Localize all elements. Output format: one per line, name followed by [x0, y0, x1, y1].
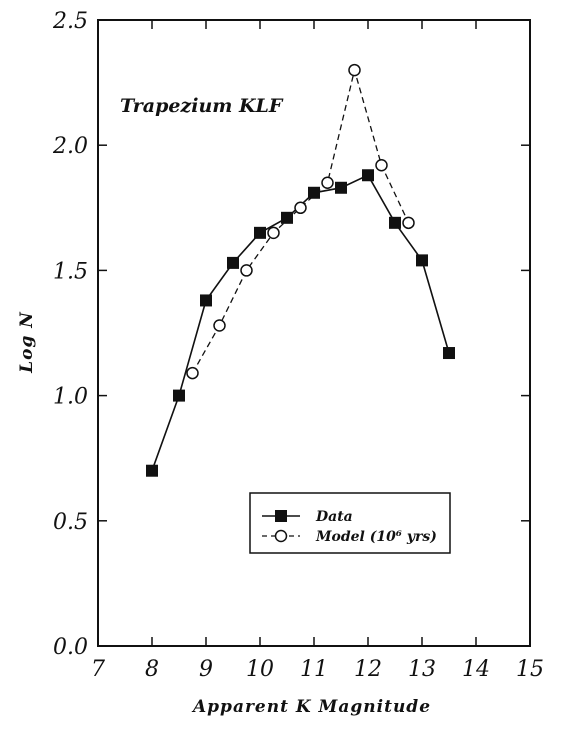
- data-point: [443, 347, 455, 360]
- y-axis-label: Log N: [17, 311, 37, 374]
- legend-data-label: Data: [315, 509, 353, 525]
- model-point: [294, 201, 307, 215]
- model-point: [213, 319, 226, 332]
- x-tick-label: 10: [246, 657, 274, 682]
- x-tick-label: 14: [462, 657, 490, 682]
- data-point: [416, 254, 428, 267]
- y-tick-label: 0.0: [53, 635, 88, 660]
- legend-model-marker: [274, 529, 288, 543]
- y-tick-label: 1.5: [53, 259, 88, 284]
- chart-title: Trapezium KLF: [120, 95, 284, 117]
- x-tick-label: 11: [300, 657, 328, 682]
- data-point: [335, 181, 347, 194]
- model-series-line: [191, 67, 410, 374]
- model-point: [240, 264, 253, 277]
- model-point: [321, 176, 334, 190]
- x-tick-label: 13: [408, 657, 436, 682]
- data-point: [146, 464, 158, 477]
- x-tick-label: 9: [199, 657, 213, 682]
- data-point: [362, 169, 374, 182]
- series-lines: [151, 67, 450, 471]
- data-point: [254, 226, 266, 239]
- x-tick-label: 7: [91, 657, 105, 682]
- data-point: [308, 186, 320, 199]
- data-point: [173, 389, 185, 402]
- x-axis-label: Apparent K Magnitude: [191, 697, 431, 717]
- model-point: [186, 366, 199, 380]
- x-tick-label: 15: [516, 657, 544, 682]
- series-markers: [146, 63, 455, 477]
- data-point: [200, 294, 212, 307]
- model-point: [375, 158, 388, 172]
- legend: Data Model (10⁶ yrs): [249, 492, 451, 554]
- data-point: [227, 256, 239, 269]
- ticks-layer: 7 8 9 10 11 12 13 14 15 0.0 0.5 1.0 1.5 2.0 2.5: [52, 9, 544, 682]
- y-tick-label: 2.0: [52, 134, 88, 159]
- model-point: [267, 226, 280, 240]
- data-point: [281, 211, 293, 224]
- y-tick-label: 2.5: [52, 9, 88, 34]
- legend-model-label: Model (10⁶ yrs): [315, 529, 437, 545]
- y-tick-label: 0.5: [53, 510, 88, 535]
- legend-data-marker: [275, 510, 287, 522]
- model-point: [348, 63, 361, 77]
- legend-box: [249, 492, 451, 554]
- x-tick-label: 12: [354, 657, 382, 682]
- y-tick-label: 1.0: [53, 385, 88, 410]
- model-point: [402, 216, 415, 230]
- x-tick-label: 8: [145, 657, 159, 682]
- data-point: [389, 216, 401, 229]
